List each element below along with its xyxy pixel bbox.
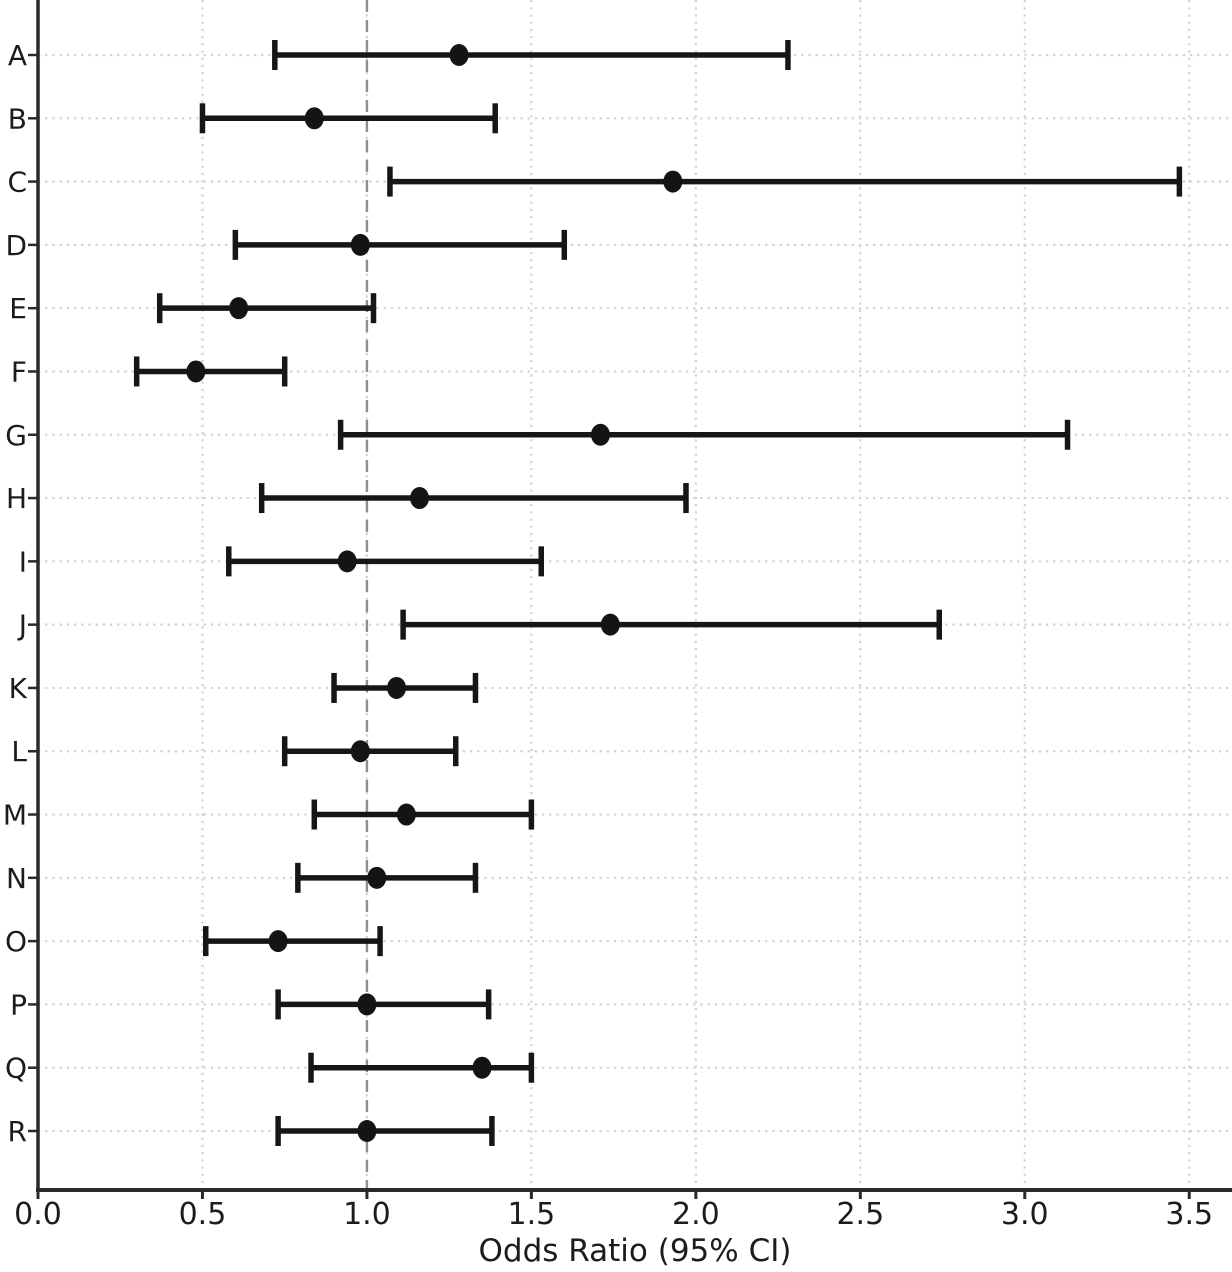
- point-estimate: [350, 740, 370, 763]
- point-estimate: [357, 1120, 377, 1142]
- point-estimate: [663, 170, 683, 193]
- point-estimate: [337, 550, 357, 573]
- category-label-M: M: [3, 799, 27, 832]
- point-estimate: [449, 44, 469, 66]
- ci-row-J: [400, 609, 943, 640]
- x-tick-label: 2.0: [672, 1197, 720, 1232]
- x-tick-label: 0.0: [14, 1197, 62, 1232]
- point-estimate: [186, 360, 206, 383]
- point-estimate: [268, 930, 288, 953]
- point-estimate: [357, 993, 377, 1016]
- ci-row-E: [156, 293, 377, 324]
- category-label-P: P: [10, 988, 27, 1021]
- point-estimate: [590, 423, 610, 446]
- ci-row-F: [133, 356, 288, 387]
- x-tick-label: 3.0: [1001, 1197, 1049, 1232]
- ci-row-C: [387, 166, 1183, 197]
- ci-row-N: [295, 862, 479, 893]
- point-estimate: [387, 676, 407, 699]
- ci-row-O: [203, 926, 383, 957]
- category-label-F: F: [11, 355, 27, 388]
- x-tick-label: 3.5: [1165, 1197, 1213, 1232]
- category-label-Q: Q: [5, 1052, 27, 1085]
- category-label-E: E: [9, 292, 27, 325]
- point-estimate: [600, 613, 620, 636]
- ci-row-B: [199, 103, 498, 134]
- x-axis: 0.0 0.5 1.0 1.5 2.0 2.5 3.0 3.5: [14, 1190, 1213, 1232]
- point-estimate: [396, 803, 416, 826]
- ci-row-Q: [308, 1052, 535, 1083]
- x-tick-label: 1.5: [508, 1197, 556, 1232]
- category-label-G: G: [5, 419, 27, 452]
- point-estimate: [472, 1056, 492, 1079]
- point-estimate: [304, 107, 324, 130]
- ci-row-R: [275, 1116, 495, 1146]
- category-label-J: J: [17, 609, 27, 642]
- ci-row-K: [331, 672, 479, 703]
- ci-rows: [133, 40, 1183, 1146]
- x-axis-title: Odds Ratio (95% CI): [479, 1233, 792, 1269]
- ci-row-L: [281, 736, 459, 767]
- ci-row-I: [226, 546, 545, 577]
- category-label-L: L: [11, 735, 27, 768]
- point-estimate: [229, 297, 249, 320]
- category-label-I: I: [19, 545, 27, 578]
- ci-row-G: [337, 419, 1071, 450]
- category-label-N: N: [6, 862, 27, 895]
- x-tick-label: 2.5: [836, 1197, 884, 1232]
- x-tick-label: 0.5: [179, 1197, 227, 1232]
- category-label-A: A: [8, 39, 27, 72]
- category-label-O: O: [5, 925, 27, 958]
- ci-row-D: [232, 229, 568, 260]
- category-label-K: K: [9, 672, 28, 705]
- category-label-C: C: [7, 166, 27, 199]
- category-label-H: H: [6, 482, 27, 515]
- point-estimate: [367, 866, 387, 889]
- category-label-B: B: [8, 102, 27, 135]
- ci-row-M: [311, 799, 535, 830]
- ci-row-H: [258, 483, 689, 514]
- ci-row-P: [275, 989, 492, 1020]
- x-tick-label: 1.0: [343, 1197, 391, 1232]
- category-label-R: R: [8, 1115, 27, 1148]
- point-estimate: [350, 233, 370, 256]
- ci-row-A: [272, 40, 791, 70]
- category-label-D: D: [5, 229, 27, 262]
- point-estimate: [410, 487, 430, 510]
